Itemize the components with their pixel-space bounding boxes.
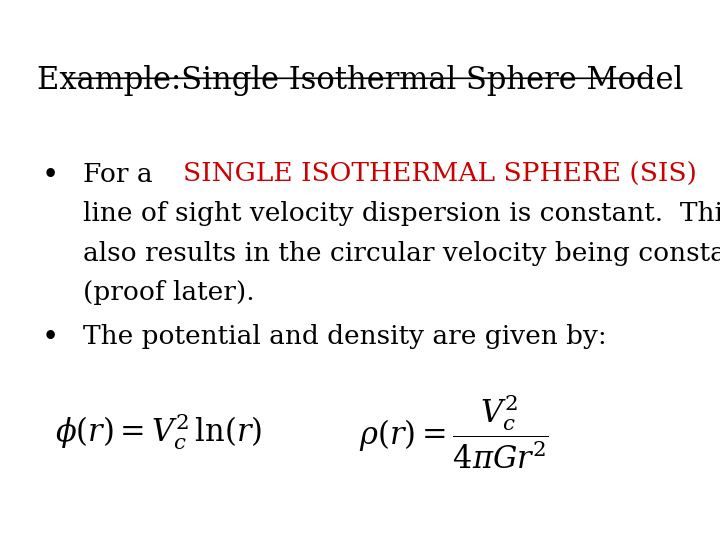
Text: •: • (42, 162, 59, 190)
Text: $\rho(r) = \dfrac{V_c^2}{4\pi G r^2}$: $\rho(r) = \dfrac{V_c^2}{4\pi G r^2}$ (359, 393, 549, 471)
Text: also results in the circular velocity being constant: also results in the circular velocity be… (83, 241, 720, 266)
Text: $\phi(r) = V_c^2\,\ln(r)$: $\phi(r) = V_c^2\,\ln(r)$ (55, 411, 262, 453)
Text: (proof later).: (proof later). (83, 280, 254, 305)
Text: Example:Single Isothermal Sphere Model: Example:Single Isothermal Sphere Model (37, 65, 683, 96)
Text: The potential and density are given by:: The potential and density are given by: (83, 324, 606, 349)
Text: For a: For a (83, 162, 161, 187)
Text: line of sight velocity dispersion is constant.  This: line of sight velocity dispersion is con… (83, 201, 720, 226)
Text: •: • (42, 324, 59, 352)
Text: SINGLE ISOTHERMAL SPHERE (SIS): SINGLE ISOTHERMAL SPHERE (SIS) (184, 162, 698, 187)
